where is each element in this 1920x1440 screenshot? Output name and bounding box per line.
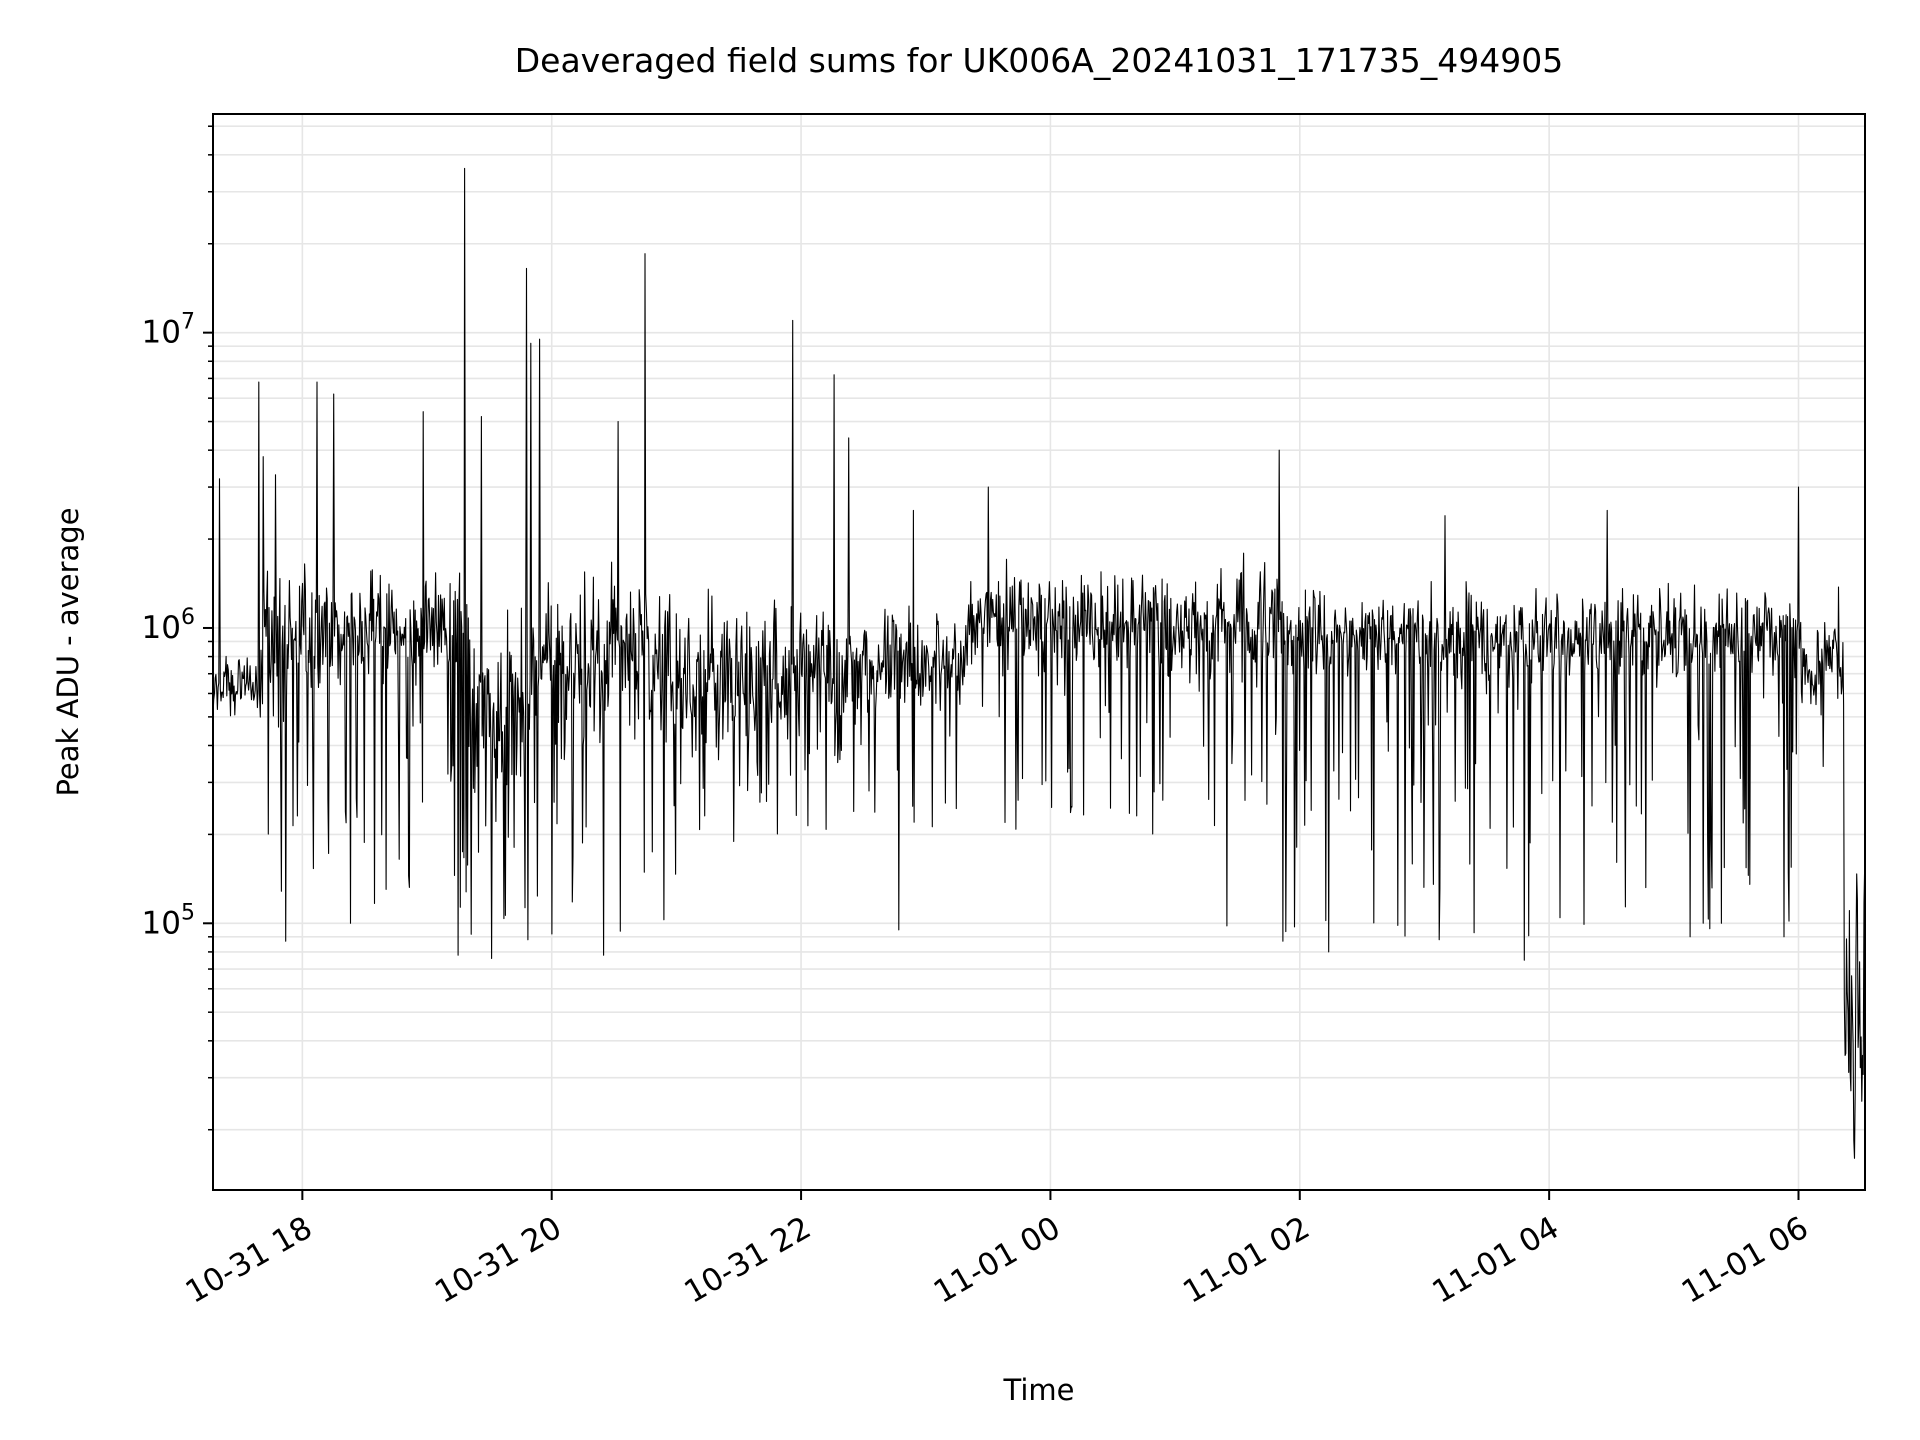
y-tick-label: 106 <box>142 605 195 646</box>
grid-lines <box>213 114 1865 1190</box>
plot-area-frame <box>212 113 1866 1191</box>
y-tick-label: 105 <box>142 900 195 941</box>
series-line <box>213 167 1865 1159</box>
series-path <box>213 167 1865 1159</box>
chart-title: Deaveraged field sums for UK006A_2024103… <box>515 41 1564 80</box>
y-axis-label: Peak ADU - average <box>51 507 85 796</box>
x-axis-label: Time <box>1003 1373 1075 1407</box>
y-tick-label: 107 <box>142 310 195 351</box>
